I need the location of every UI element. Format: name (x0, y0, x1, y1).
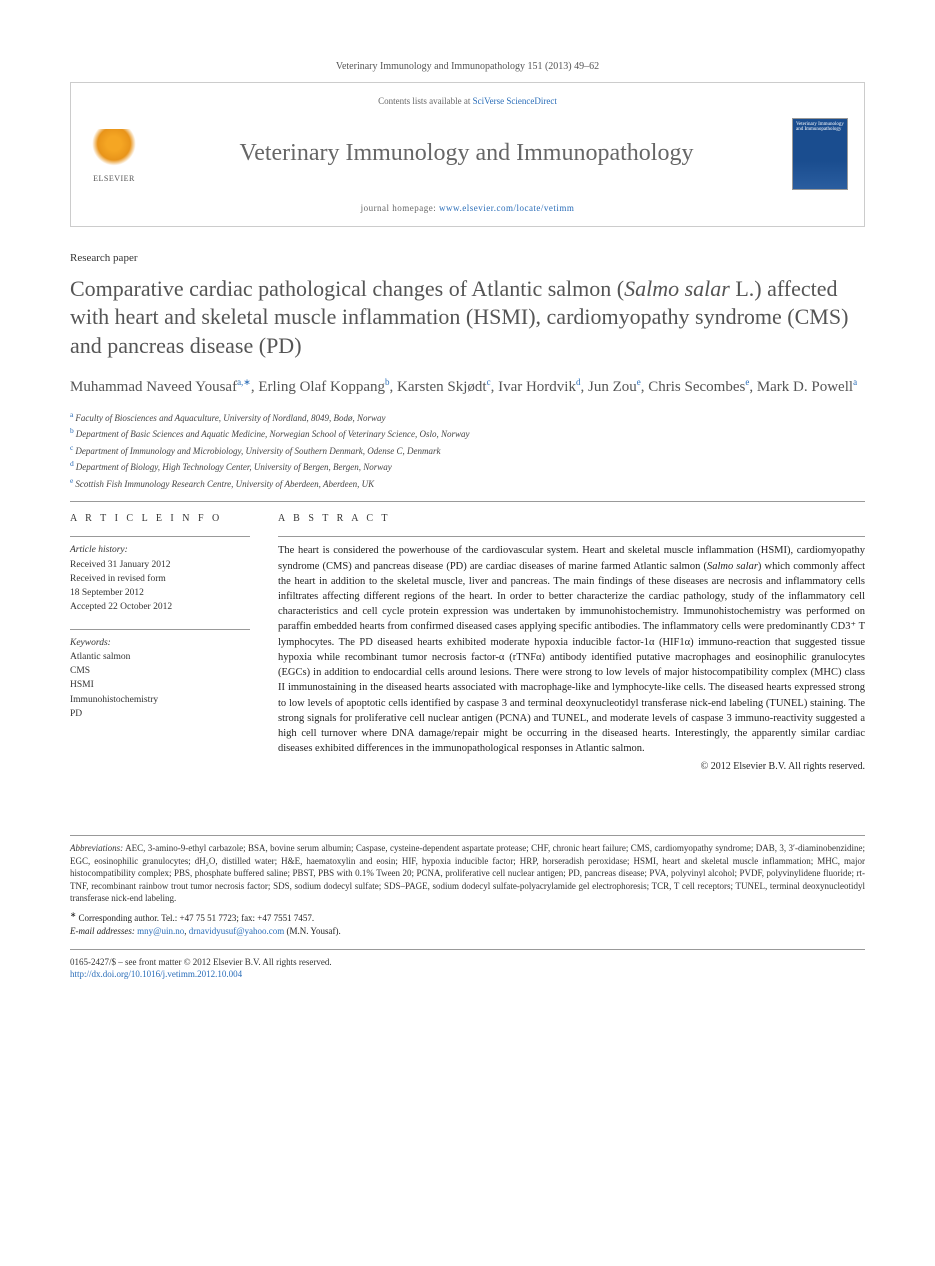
email-label: E-mail addresses: (70, 926, 135, 936)
journal-cover-thumbnail: Veterinary Immunology and Immunopatholog… (792, 118, 848, 190)
author: Erling Olaf Koppangb (258, 379, 389, 395)
affiliation: dDepartment of Biology, High Technology … (70, 458, 865, 475)
title-pre: Comparative cardiac pathological changes… (70, 276, 624, 301)
homepage-label: journal homepage: (361, 203, 439, 213)
footer: 0165-2427/$ – see front matter © 2012 El… (70, 949, 865, 981)
journal-header-box: Contents lists available at SciVerse Sci… (70, 82, 865, 227)
corr-email-link[interactable]: mny@uin.no (137, 926, 184, 936)
journal-title: Veterinary Immunology and Immunopatholog… (157, 137, 776, 171)
affiliations: aFaculty of Biosciences and Aquaculture,… (70, 409, 865, 492)
author: Chris Secombese (648, 379, 749, 395)
affiliation: aFaculty of Biosciences and Aquaculture,… (70, 409, 865, 426)
history-label: Article history: (70, 543, 250, 557)
article-info-heading: A R T I C L E I N F O (70, 512, 250, 526)
history-line: Received in revised form (70, 572, 250, 586)
author: Karsten Skjødtc (397, 379, 491, 395)
keywords-label: Keywords: (70, 636, 250, 650)
article-history: Article history: Received 31 January 201… (70, 536, 250, 614)
contents-line: Contents lists available at SciVerse Sci… (87, 95, 848, 108)
keywords-block: Keywords: Atlantic salmon CMS HSMI Immun… (70, 629, 250, 722)
article-type: Research paper (70, 251, 865, 266)
cover-text: Veterinary Immunology and Immunopatholog… (796, 122, 844, 133)
abstract-copyright: © 2012 Elsevier B.V. All rights reserved… (278, 760, 865, 775)
affiliation: cDepartment of Immunology and Microbiolo… (70, 442, 865, 459)
history-line: Accepted 22 October 2012 (70, 600, 250, 614)
footer-copyright: 0165-2427/$ – see front matter © 2012 El… (70, 956, 865, 969)
title-species: Salmo salar (624, 276, 730, 301)
affiliation: bDepartment of Basic Sciences and Aquati… (70, 425, 865, 442)
author: Ivar Hordvikd (498, 379, 580, 395)
keyword: PD (70, 707, 250, 721)
abbrev-text: AEC, 3-amino-9-ethyl carbazole; BSA, bov… (70, 843, 865, 903)
abbrev-label: Abbreviations: (70, 843, 123, 853)
abstract-heading: A B S T R A C T (278, 512, 865, 526)
authors-list: Muhammad Naveed Yousafa,∗, Erling Olaf K… (70, 376, 865, 399)
contents-text: Contents lists available at (378, 96, 472, 106)
homepage-link[interactable]: www.elsevier.com/locate/vetimm (439, 203, 574, 213)
abstract-italic: Salmo salar (707, 561, 758, 572)
doi-link[interactable]: http://dx.doi.org/10.1016/j.vetimm.2012.… (70, 969, 242, 979)
elsevier-logo: ELSEVIER (87, 123, 141, 185)
elsevier-text: ELSEVIER (93, 173, 135, 184)
journal-homepage: journal homepage: www.elsevier.com/locat… (87, 202, 848, 215)
abstract-text: The heart is considered the powerhouse o… (278, 536, 865, 775)
affiliation: eScottish Fish Immunology Research Centr… (70, 475, 865, 492)
author: Muhammad Naveed Yousafa,∗ (70, 379, 251, 395)
header-citation: Veterinary Immunology and Immunopatholog… (70, 60, 865, 74)
corr-email-link[interactable]: drnavidyusuf@yahoo.com (189, 926, 285, 936)
abbreviations: Abbreviations: AEC, 3-amino-9-ethyl carb… (70, 835, 865, 905)
sciencedirect-link[interactable]: SciVerse ScienceDirect (473, 96, 557, 106)
author: Jun Zoue (588, 379, 641, 395)
abstract-span: ) which commonly affect the heart in add… (278, 561, 865, 755)
keyword: Atlantic salmon (70, 650, 250, 664)
divider (70, 501, 865, 502)
keyword: CMS (70, 664, 250, 678)
keyword: Immunohistochemistry (70, 693, 250, 707)
history-line: Received 31 January 2012 (70, 558, 250, 572)
corresponding-author: ∗ Corresponding author. Tel.: +47 75 51 … (70, 909, 865, 939)
corr-suffix: (M.N. Yousaf). (284, 926, 341, 936)
elsevier-tree-icon (90, 129, 138, 171)
article-title: Comparative cardiac pathological changes… (70, 275, 865, 361)
corr-text: Corresponding author. Tel.: +47 75 51 77… (76, 913, 314, 923)
keyword: HSMI (70, 678, 250, 692)
author: Mark D. Powella (757, 379, 857, 395)
history-line: 18 September 2012 (70, 586, 250, 600)
